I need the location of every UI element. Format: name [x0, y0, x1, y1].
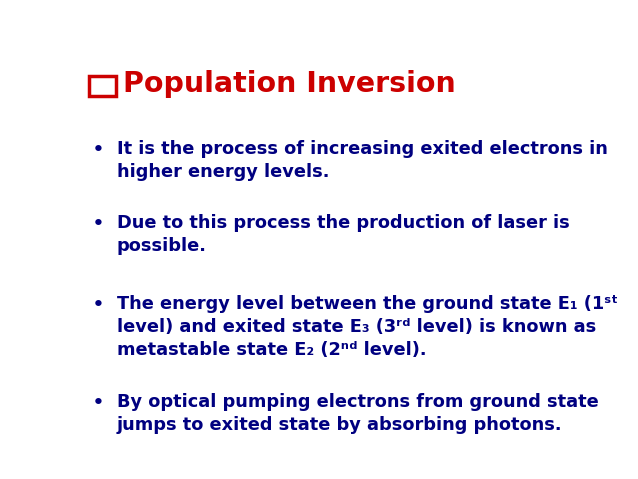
Text: •: • [92, 140, 105, 160]
Text: •: • [92, 393, 105, 413]
Text: Population Inversion: Population Inversion [123, 70, 456, 98]
Text: •: • [92, 296, 105, 315]
Text: It is the process of increasing exited electrons in
higher energy levels.: It is the process of increasing exited e… [117, 140, 608, 182]
Text: By optical pumping electrons from ground state
jumps to exited state by absorbin: By optical pumping electrons from ground… [117, 393, 598, 434]
FancyBboxPatch shape [89, 76, 116, 96]
Text: The energy level between the ground state E₁ (1ˢᵗ
level) and exited state E₃ (3ʳ: The energy level between the ground stat… [117, 296, 618, 359]
Text: Due to this process the production of laser is
possible.: Due to this process the production of la… [117, 214, 570, 255]
Text: •: • [92, 214, 105, 234]
